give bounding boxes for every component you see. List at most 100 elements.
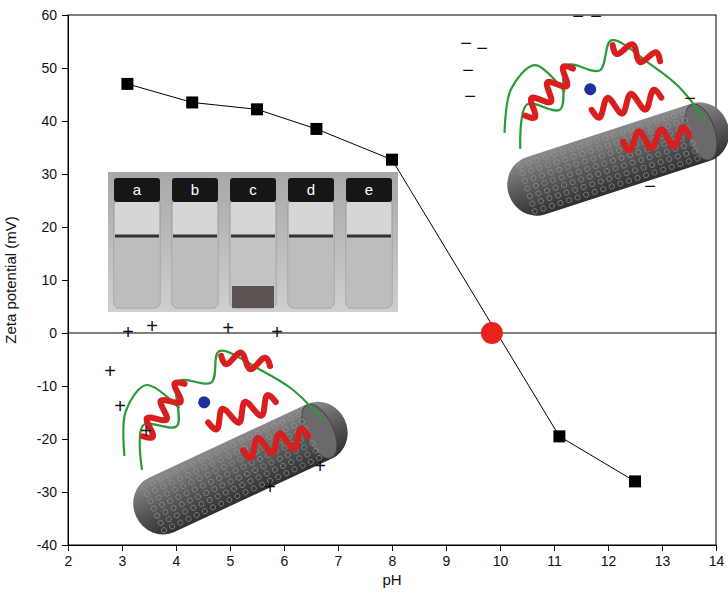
vial-liquid — [289, 236, 333, 307]
y-tick-mark — [62, 333, 68, 334]
nanotube-texture — [525, 160, 532, 167]
nanotube-texture — [586, 173, 593, 180]
nanotube-texture — [177, 519, 184, 526]
nanotube-texture — [558, 174, 565, 181]
y-tick-label: -10 — [37, 378, 57, 394]
y-tick-label: 40 — [41, 113, 57, 129]
nanotube-texture — [551, 151, 558, 158]
nanotube-texture — [552, 185, 559, 192]
x-tick-mark — [500, 545, 501, 551]
x-tick-label: 4 — [173, 553, 181, 569]
nanotube-texture — [629, 159, 636, 166]
nanotube-texture — [287, 415, 294, 422]
nanotube-texture — [616, 147, 623, 154]
y-tick-label: 50 — [41, 60, 57, 76]
helix — [621, 117, 691, 161]
nanotube-texture — [679, 110, 686, 117]
nanotube-texture — [284, 451, 291, 458]
nanotube-texture — [597, 178, 604, 185]
nanotube-texture — [216, 475, 223, 482]
x-tick: 10 — [493, 545, 509, 569]
nanotube-texture — [225, 452, 232, 459]
nanotube-texture — [239, 481, 246, 488]
nanotube-texture — [185, 515, 192, 522]
nanotube-texture — [662, 115, 669, 122]
nanotube-texture — [542, 154, 549, 161]
nanotube-texture — [196, 475, 203, 482]
heme — [196, 394, 212, 410]
nanotube-texture — [260, 463, 267, 470]
nanotube-texture — [301, 444, 308, 451]
nanotube-texture — [615, 173, 622, 180]
nanotube-texture — [162, 508, 169, 515]
nanotube-texture — [174, 512, 181, 519]
x-tick-mark — [230, 545, 231, 551]
nanotube-texture — [235, 474, 242, 481]
nanotube-texture — [214, 449, 221, 456]
x-tick: 12 — [601, 545, 617, 569]
x-tick-label: 8 — [389, 553, 397, 569]
nanotube-texture — [635, 149, 642, 156]
nanotube-texture — [589, 181, 596, 188]
nanotube-texture — [160, 483, 167, 490]
helix — [241, 418, 311, 468]
nanotube-texture — [296, 455, 303, 462]
nanotube-texture — [584, 166, 591, 173]
x-tick: 4 — [173, 545, 181, 569]
charge-sign: − — [644, 175, 656, 197]
nanotube-texture — [575, 169, 582, 176]
nanotube-texture — [159, 501, 166, 508]
nanotube-texture — [271, 466, 278, 473]
helix — [128, 379, 199, 440]
nanotube-texture — [568, 146, 575, 153]
nanotube-texture — [271, 422, 278, 429]
x-tick-label: 3 — [119, 553, 127, 569]
vial-meniscus — [231, 235, 275, 238]
nanotube-texture — [282, 426, 289, 433]
x-tick-mark — [284, 545, 285, 551]
data-point — [251, 103, 263, 115]
charge-sign: − — [460, 32, 472, 54]
nanotube-texture — [312, 447, 319, 454]
nanotube-texture — [549, 203, 556, 210]
nanotube-texture — [167, 497, 174, 504]
nanotube-texture — [665, 123, 672, 130]
vial-label: e — [365, 181, 373, 198]
x-tick: 13 — [655, 545, 671, 569]
nanotube-texture — [252, 467, 259, 474]
nanotube-texture — [559, 149, 566, 156]
vial-body — [230, 200, 276, 308]
charge-sign: + — [104, 360, 116, 382]
vial-body — [114, 200, 160, 308]
nanotube-texture — [567, 171, 574, 178]
charge-sign: + — [114, 395, 126, 417]
nanotube-texture — [237, 456, 244, 463]
nanotube-texture — [666, 156, 673, 163]
nanotube-texture — [600, 186, 607, 193]
nanotube-texture — [534, 157, 541, 164]
nanotube-texture — [640, 164, 647, 171]
y-axis: -40-30-20-100102030405060 — [37, 7, 69, 553]
nanotube-texture — [206, 497, 213, 504]
x-tick-mark — [662, 545, 663, 551]
nanotube-texture — [209, 460, 216, 467]
nanotube-texture — [538, 198, 545, 205]
y-tick: 0 — [49, 325, 68, 341]
nanotube-texture — [268, 459, 275, 466]
x-tick-label: 13 — [655, 553, 671, 569]
nanotube-texture — [654, 118, 661, 125]
nanotube-texture — [206, 453, 213, 460]
charge-sign: + — [264, 476, 276, 498]
nanotube-texture — [593, 163, 600, 170]
nanotube-texture — [184, 472, 191, 479]
nanotube-texture — [609, 183, 616, 190]
x-tick-label: 14 — [709, 553, 725, 569]
nanotube-texture — [648, 128, 655, 135]
charge-sign: − — [464, 85, 476, 107]
nanotube-texture — [610, 157, 617, 164]
x-tick-mark — [392, 545, 393, 551]
x-tick-mark — [338, 545, 339, 551]
nanotube-texture — [683, 150, 690, 157]
nanotube-texture — [288, 459, 295, 466]
nanotube-texture — [147, 498, 154, 505]
